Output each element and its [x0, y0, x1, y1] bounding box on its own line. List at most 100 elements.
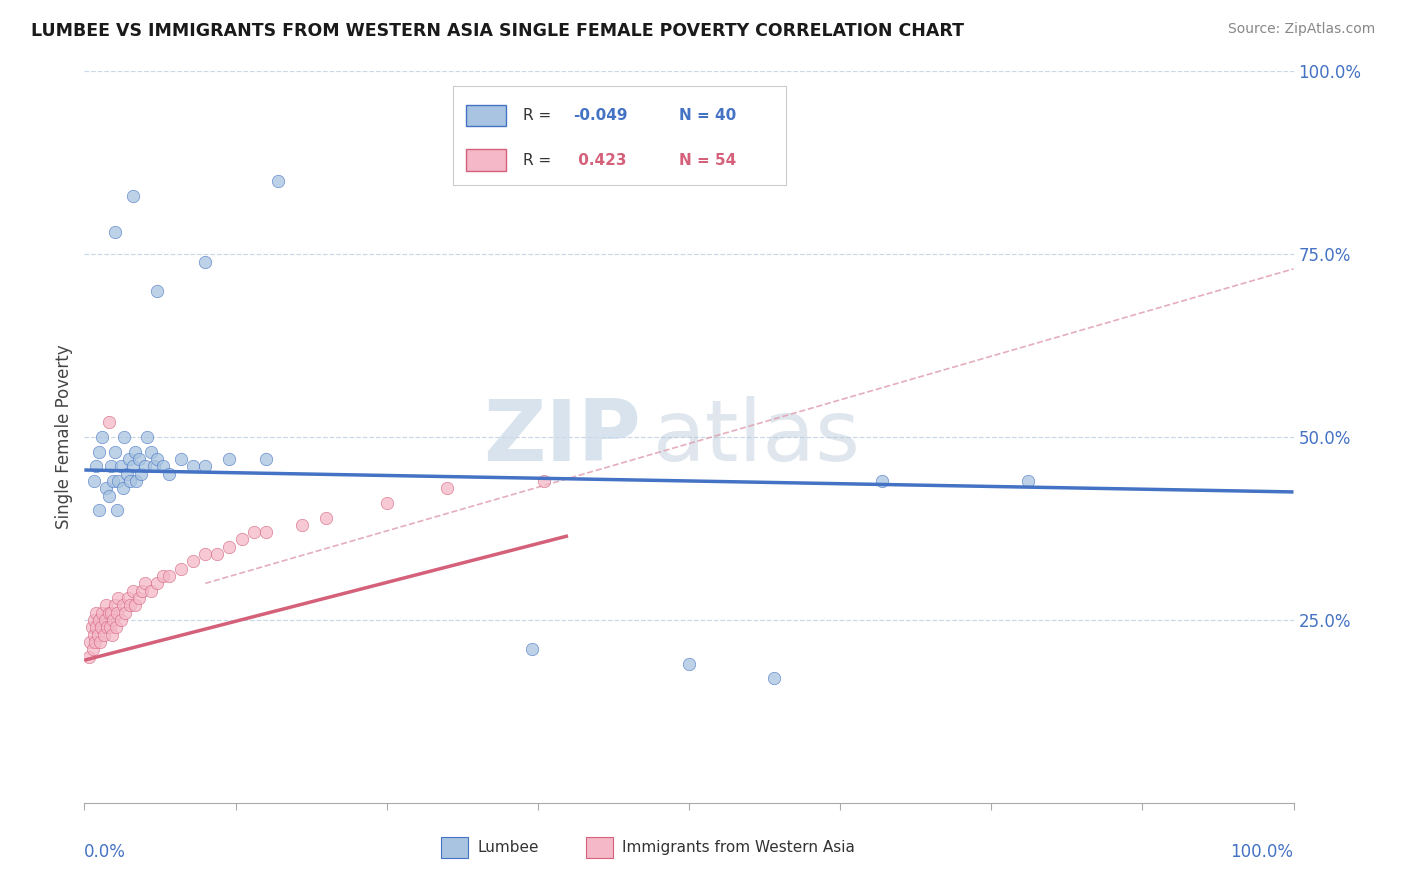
Point [114, 606, 136, 620]
Bar [441, 838, 468, 858]
Point [103, 474, 125, 488]
Point [80, 620, 103, 634]
Point [120, 599, 142, 613]
Point [170, 562, 193, 576]
Point [136, 430, 159, 444]
Point [157, 569, 180, 583]
Point [105, 503, 128, 517]
Point [117, 591, 139, 605]
Point [112, 481, 135, 495]
Text: 100.0%: 100.0% [1230, 843, 1294, 861]
Point [97, 489, 120, 503]
Point [83, 627, 105, 641]
Point [115, 467, 138, 481]
Point [267, 174, 290, 188]
Point [129, 467, 152, 481]
Point [124, 599, 146, 613]
Point [120, 474, 142, 488]
Point [291, 517, 314, 532]
Point [112, 599, 135, 613]
Point [128, 452, 150, 467]
Text: 0.0%: 0.0% [84, 843, 127, 861]
Point [254, 452, 277, 467]
Point [110, 459, 132, 474]
Text: LUMBEE VS IMMIGRANTS FROM WESTERN ASIA SINGLE FEMALE POVERTY CORRELATION CHART: LUMBEE VS IMMIGRANTS FROM WESTERN ASIA S… [31, 22, 965, 40]
Bar [586, 838, 613, 858]
Point [82, 642, 104, 657]
Point [100, 459, 122, 474]
Point [533, 474, 555, 488]
Point [315, 510, 337, 524]
Point [118, 452, 141, 467]
Point [97, 416, 120, 430]
Point [87, 444, 110, 458]
Point [103, 613, 125, 627]
Point [134, 459, 156, 474]
Point [94, 613, 117, 627]
Point [79, 635, 101, 649]
Point [121, 459, 143, 474]
Point [139, 444, 162, 458]
Point [104, 444, 127, 458]
Point [218, 540, 240, 554]
Point [104, 620, 127, 634]
Point [194, 459, 217, 474]
Point [104, 225, 127, 239]
Point [107, 591, 129, 605]
Point [97, 606, 120, 620]
Point [218, 452, 240, 467]
Point [91, 430, 114, 444]
Point [110, 613, 132, 627]
Point [128, 591, 150, 605]
Point [101, 627, 124, 641]
Text: Source: ZipAtlas.com: Source: ZipAtlas.com [1227, 22, 1375, 37]
Point [96, 620, 118, 634]
Point [143, 459, 166, 474]
Point [87, 503, 110, 517]
Point [242, 525, 264, 540]
Point [146, 576, 169, 591]
Text: ZIP: ZIP [482, 395, 641, 479]
Point [100, 606, 122, 620]
Point [105, 606, 128, 620]
Point [146, 452, 169, 467]
Text: Immigrants from Western Asia: Immigrants from Western Asia [623, 840, 855, 855]
Point [107, 474, 129, 488]
Point [872, 474, 894, 488]
Point [112, 430, 135, 444]
Y-axis label: Single Female Poverty: Single Female Poverty [55, 345, 73, 529]
Point [84, 635, 107, 649]
Point [762, 672, 785, 686]
Point [146, 284, 169, 298]
Point [1017, 474, 1039, 488]
Point [436, 481, 458, 495]
Point [87, 613, 110, 627]
Point [152, 459, 174, 474]
Point [194, 547, 217, 561]
Point [86, 620, 108, 634]
Point [231, 533, 253, 547]
Point [91, 606, 114, 620]
Point [194, 254, 217, 268]
Point [83, 474, 105, 488]
Point [89, 635, 111, 649]
Point [207, 547, 229, 561]
Point [152, 569, 174, 583]
Point [131, 583, 153, 598]
Point [90, 620, 112, 634]
Point [678, 657, 700, 671]
Point [139, 583, 162, 598]
Point [181, 459, 204, 474]
Point [83, 613, 105, 627]
Point [125, 474, 148, 488]
Text: atlas: atlas [652, 395, 860, 479]
Point [86, 627, 108, 641]
Point [375, 496, 398, 510]
Point [124, 444, 146, 458]
Point [86, 606, 108, 620]
Point [77, 649, 100, 664]
Point [170, 452, 193, 467]
Point [121, 583, 143, 598]
Point [254, 525, 277, 540]
Point [104, 599, 127, 613]
